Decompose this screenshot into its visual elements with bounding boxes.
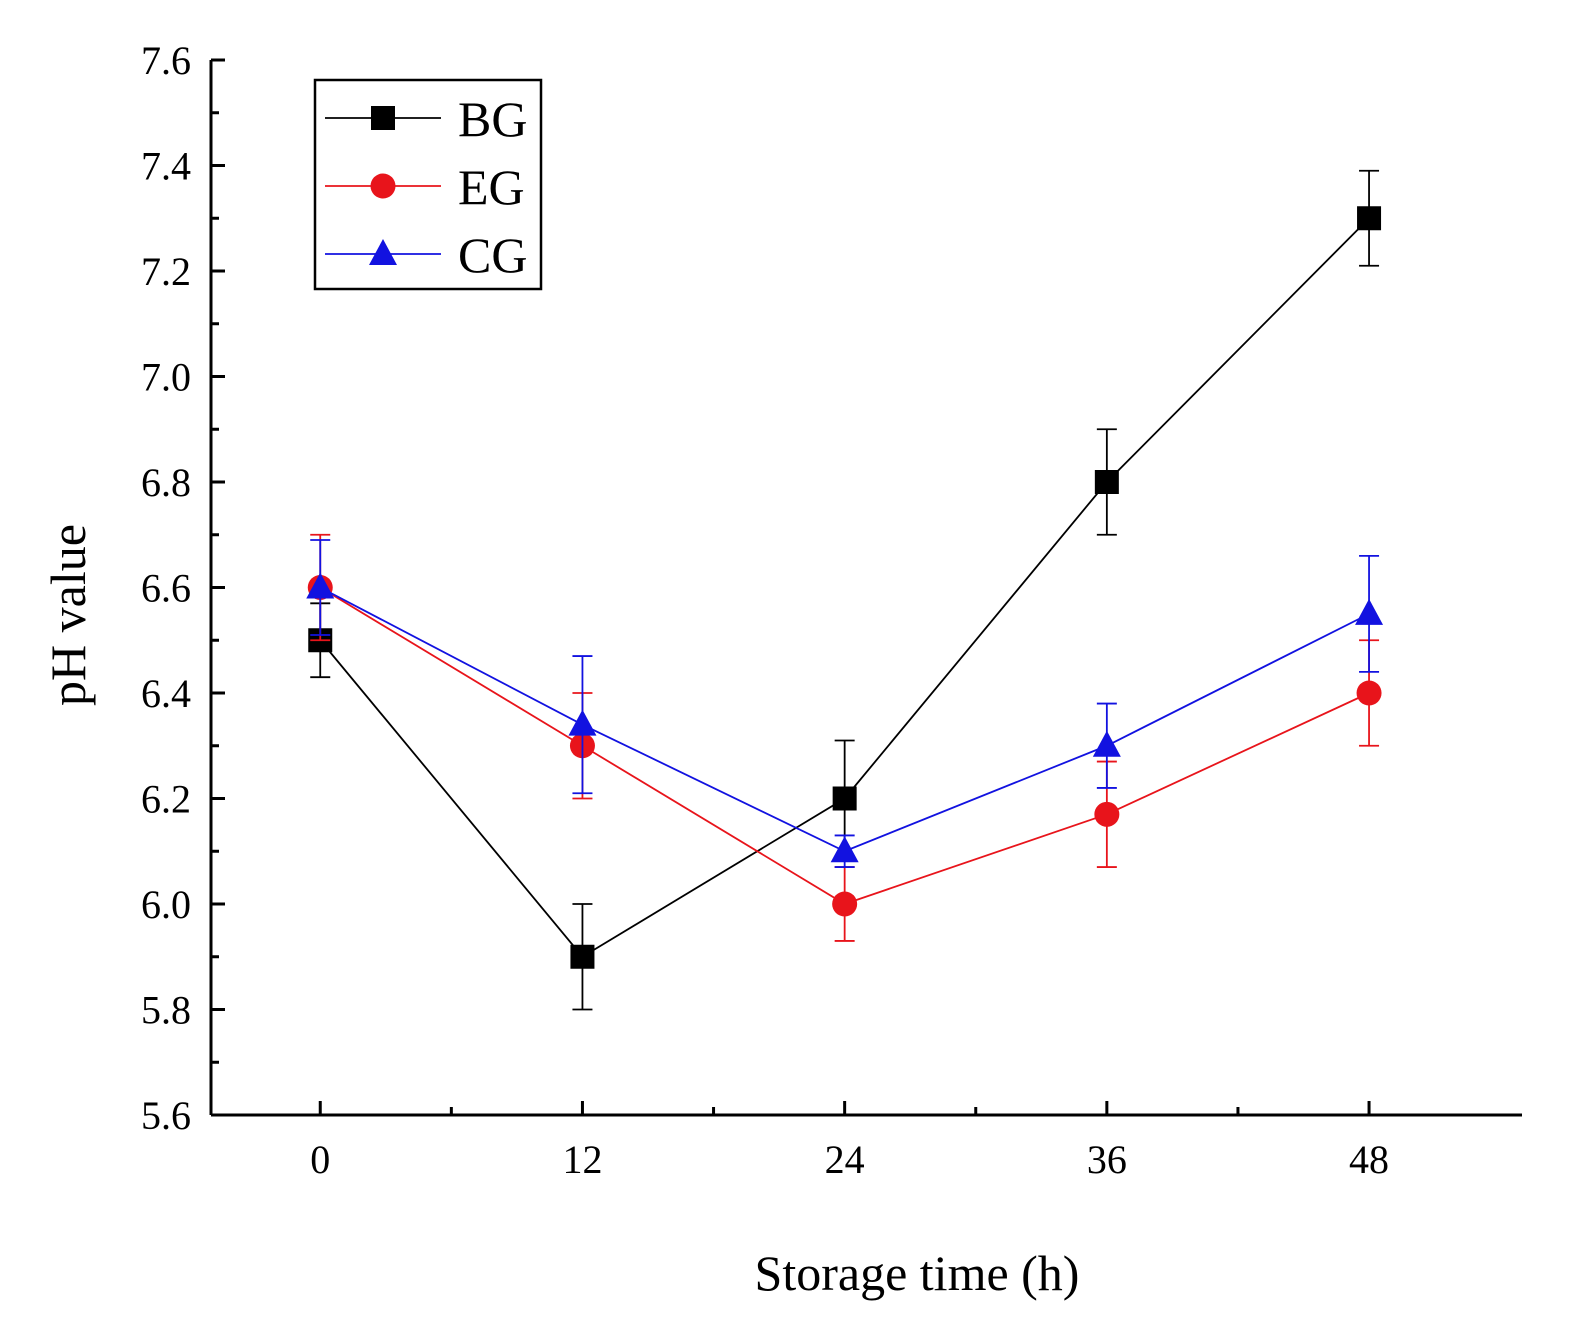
y-tick-label: 5.8	[141, 988, 191, 1033]
x-axis-title: Storage time (h)	[755, 1245, 1080, 1301]
y-ticks: 5.6 5.8 6.0 6.2 6.4 6.6 6.8 7.0 7.2 7.4 7.6	[141, 38, 225, 1138]
y-tick-label: 6.4	[141, 671, 191, 716]
data-point-bg	[570, 944, 595, 969]
data-point-eg	[1094, 801, 1120, 827]
legend-label: EG	[458, 159, 525, 215]
data-point-eg	[832, 891, 858, 917]
y-axis-title: pH value	[40, 524, 96, 706]
legend-item-eg: EG	[325, 159, 525, 215]
data-point-bg	[1357, 206, 1382, 231]
legend-item-bg: BG	[325, 91, 527, 147]
legend-marker-bg	[371, 106, 395, 130]
x-ticks: 0 12 24 36 48	[310, 1101, 1389, 1182]
y-tick-label: 7.4	[141, 144, 191, 189]
series-layer	[306, 169, 1384, 1011]
data-point-cg	[306, 572, 335, 599]
legend-item-cg: CG	[325, 227, 527, 283]
legend-marker-eg	[370, 173, 396, 199]
x-tick-label: 0	[310, 1137, 330, 1182]
x-tick-label: 12	[562, 1137, 602, 1182]
y-tick-label: 5.6	[141, 1093, 191, 1138]
x-tick-label: 48	[1349, 1137, 1389, 1182]
x-tick-label: 24	[825, 1137, 865, 1182]
data-point-cg	[1355, 598, 1384, 625]
y-tick-label: 6.8	[141, 460, 191, 505]
y-tick-label: 7.2	[141, 249, 191, 294]
series-cg	[306, 539, 1384, 868]
y-tick-label: 6.6	[141, 566, 191, 611]
legend-marker-cg	[369, 239, 397, 265]
x-tick-label: 36	[1087, 1137, 1127, 1182]
data-point-cg	[568, 709, 597, 736]
series-eg	[307, 533, 1382, 942]
data-point-bg	[832, 786, 857, 811]
data-point-bg	[1094, 470, 1119, 494]
legend-label: CG	[458, 227, 527, 283]
y-tick-label: 6.2	[141, 777, 191, 822]
data-point-eg	[1356, 680, 1382, 706]
legend: BG EG CG	[313, 78, 543, 291]
y-tick-label: 7.0	[141, 355, 191, 400]
y-tick-label: 6.0	[141, 882, 191, 927]
legend-label: BG	[458, 91, 527, 147]
y-tick-label: 7.6	[141, 38, 191, 83]
data-point-cg	[1092, 730, 1121, 757]
data-point-cg	[830, 836, 859, 863]
